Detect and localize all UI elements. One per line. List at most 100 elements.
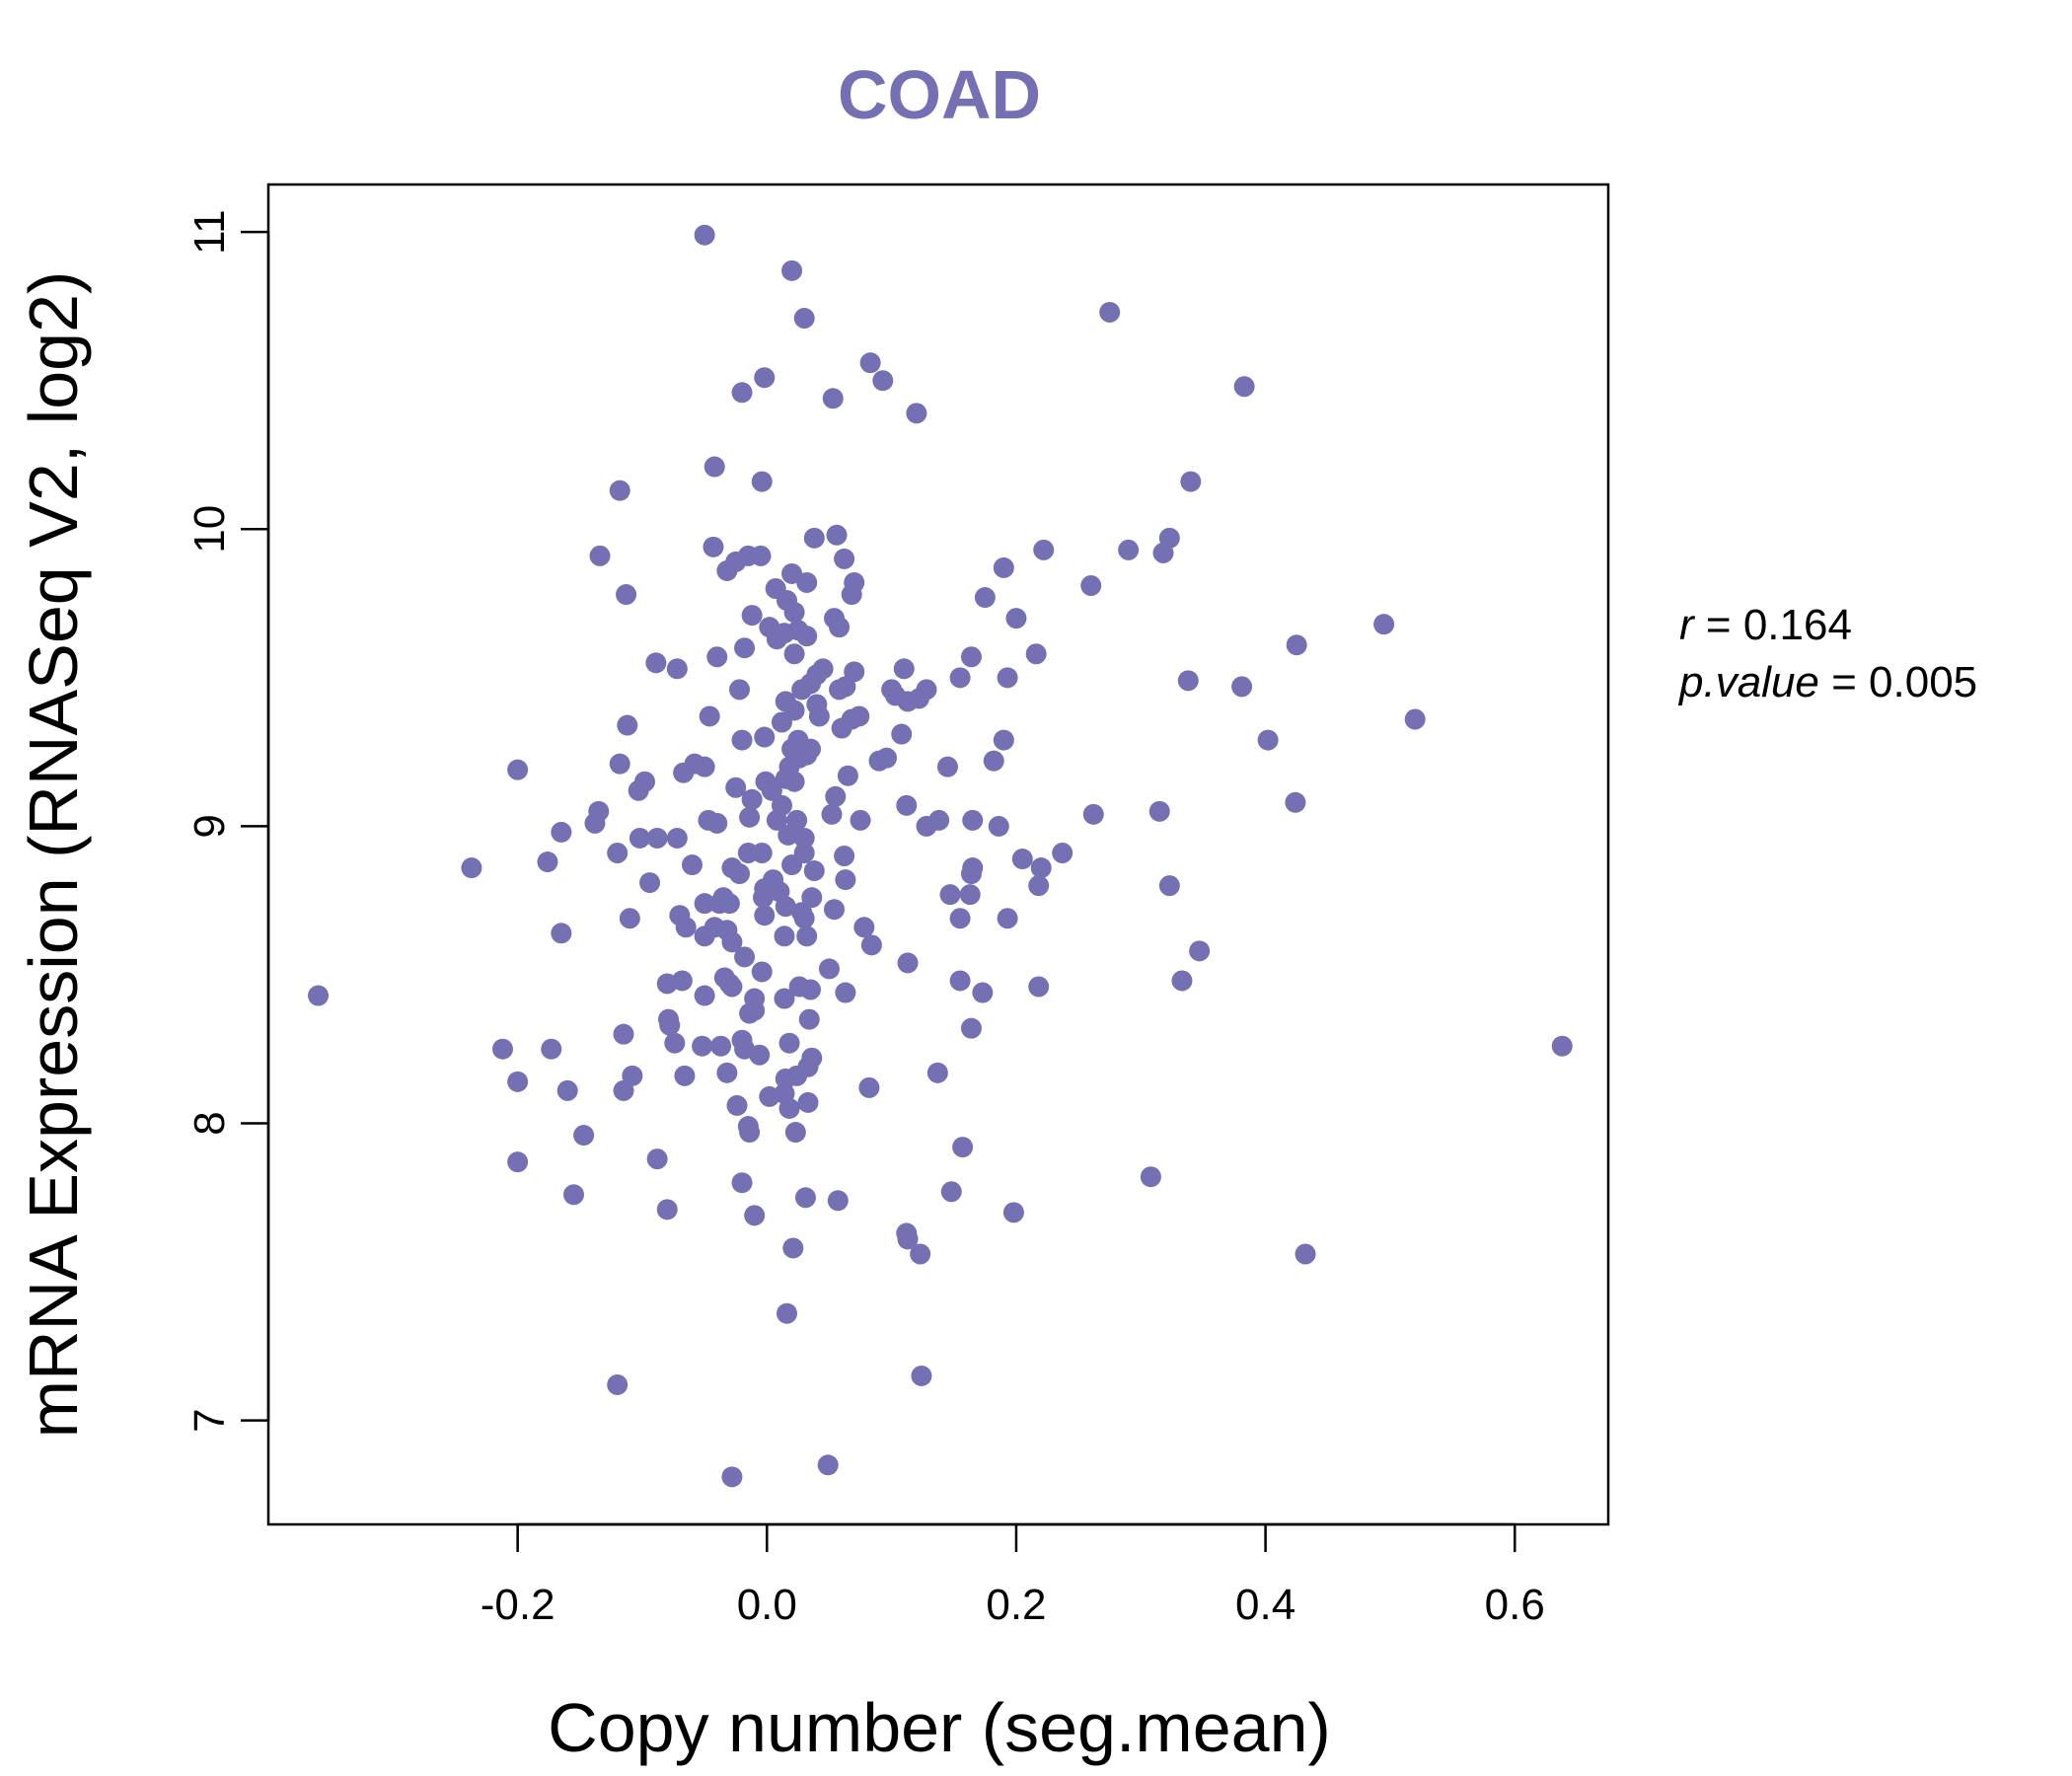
data-point <box>778 1097 800 1119</box>
data-point <box>1080 574 1102 596</box>
data-point <box>461 857 482 879</box>
data-point <box>1030 857 1052 879</box>
data-point <box>800 979 822 1000</box>
data-point <box>825 785 847 807</box>
data-point <box>853 917 875 938</box>
data-point <box>1002 1202 1024 1223</box>
data-point <box>721 931 743 953</box>
data-point <box>694 893 715 915</box>
data-point <box>674 1065 696 1086</box>
data-point <box>607 842 629 863</box>
x-tick-label: 0.2 <box>986 1581 1046 1629</box>
y-tick-label: 9 <box>185 814 234 838</box>
data-point <box>859 352 881 374</box>
data-point <box>619 908 640 929</box>
data-point <box>897 1228 919 1250</box>
data-point <box>537 851 558 873</box>
p-value: 0.005 <box>1869 658 1977 706</box>
data-point <box>906 403 927 424</box>
data-point <box>858 1076 880 1098</box>
data-point <box>1404 708 1426 730</box>
data-point <box>993 729 1014 751</box>
data-point <box>928 809 950 831</box>
data-point <box>507 1151 529 1173</box>
data-point <box>784 1122 806 1144</box>
data-point <box>783 643 805 665</box>
data-point <box>1158 875 1180 897</box>
data-point <box>692 1035 713 1057</box>
data-point <box>793 908 815 929</box>
data-point <box>778 1032 800 1054</box>
data-point <box>827 1190 849 1212</box>
data-point <box>997 908 1018 929</box>
data-point <box>916 679 937 701</box>
r-equals: = <box>1706 601 1743 649</box>
data-point <box>673 762 695 783</box>
data-point <box>741 605 763 627</box>
data-point <box>562 1184 584 1206</box>
data-point <box>754 367 776 389</box>
data-point <box>1233 376 1255 398</box>
data-point <box>1033 539 1055 560</box>
data-point <box>671 970 693 992</box>
data-point <box>817 1454 839 1476</box>
data-point <box>551 821 572 843</box>
data-point <box>1005 608 1027 629</box>
data-point <box>824 899 846 921</box>
data-point <box>818 958 840 980</box>
data-point <box>835 869 856 891</box>
x-tick-label: 0.4 <box>1235 1581 1295 1629</box>
data-point <box>731 729 753 751</box>
data-point <box>793 827 815 849</box>
y-tick-label: 7 <box>185 1408 234 1432</box>
data-point <box>507 1071 529 1092</box>
data-point <box>664 1032 686 1054</box>
data-point <box>782 1237 804 1259</box>
data-point <box>609 480 630 501</box>
data-point <box>1295 1243 1316 1265</box>
p-equals: = <box>1831 658 1869 706</box>
data-point <box>694 925 715 947</box>
data-point <box>796 626 818 647</box>
x-axis: -0.2 0.0 0.2 0.4 0.6 <box>481 1522 1545 1629</box>
correlation-annotation: r = 0.164 <box>1679 601 1852 649</box>
data-point <box>694 224 715 246</box>
data-point <box>926 1062 948 1083</box>
data-point <box>1140 1166 1161 1188</box>
data-point <box>1099 301 1121 323</box>
data-point <box>628 779 649 801</box>
data-point <box>826 524 848 546</box>
data-point <box>703 536 724 557</box>
data-point <box>781 562 803 584</box>
data-point <box>607 1373 629 1395</box>
data-point <box>753 887 775 909</box>
data-point <box>751 471 773 492</box>
data-point <box>796 925 818 947</box>
data-point <box>797 1091 819 1113</box>
data-point <box>1158 527 1180 549</box>
data-point <box>939 884 961 906</box>
data-point <box>988 815 1009 837</box>
data-point <box>860 934 882 956</box>
data-point <box>1148 800 1170 822</box>
data-point <box>751 961 773 983</box>
data-point <box>725 777 747 798</box>
data-point <box>507 759 529 780</box>
data-point <box>739 806 761 828</box>
data-point <box>868 750 890 772</box>
pvalue-annotation: p.value = 0.005 <box>1677 658 1977 706</box>
data-point <box>726 1094 748 1116</box>
data-point <box>718 893 740 915</box>
data-point <box>781 259 803 281</box>
data-point <box>556 1079 578 1101</box>
data-point <box>960 646 982 668</box>
r-value: 0.164 <box>1743 601 1852 649</box>
data-point <box>584 812 606 834</box>
data-point <box>754 905 776 926</box>
y-axis: 7 8 9 10 11 <box>185 209 270 1433</box>
data-point <box>491 1038 513 1060</box>
data-point <box>829 679 851 701</box>
data-point <box>749 1044 771 1066</box>
data-point <box>837 765 858 786</box>
